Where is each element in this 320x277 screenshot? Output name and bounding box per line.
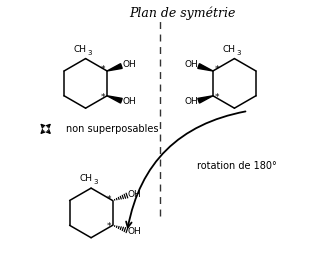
- Text: OH: OH: [184, 97, 198, 106]
- Text: *: *: [101, 65, 106, 74]
- Text: 3: 3: [88, 50, 92, 56]
- Polygon shape: [198, 96, 213, 103]
- Text: OH: OH: [122, 60, 136, 70]
- Polygon shape: [198, 64, 213, 71]
- Text: *: *: [214, 93, 219, 102]
- Text: Plan de symétrie: Plan de symétrie: [129, 6, 235, 20]
- Text: OH: OH: [184, 60, 198, 70]
- Text: 3: 3: [236, 50, 241, 56]
- Text: CH: CH: [79, 174, 92, 183]
- Text: 3: 3: [93, 179, 98, 185]
- Polygon shape: [107, 64, 122, 71]
- Text: OH: OH: [128, 227, 141, 236]
- Text: *: *: [107, 222, 111, 231]
- Text: rotation de 180°: rotation de 180°: [197, 161, 277, 171]
- Text: non superposables: non superposables: [66, 124, 159, 134]
- Text: OH: OH: [128, 190, 141, 199]
- Polygon shape: [107, 96, 122, 103]
- Text: *: *: [101, 93, 106, 102]
- Text: *: *: [214, 65, 219, 74]
- Text: OH: OH: [122, 97, 136, 106]
- Text: CH: CH: [223, 45, 236, 54]
- Text: CH: CH: [74, 45, 87, 54]
- Text: *: *: [107, 195, 111, 204]
